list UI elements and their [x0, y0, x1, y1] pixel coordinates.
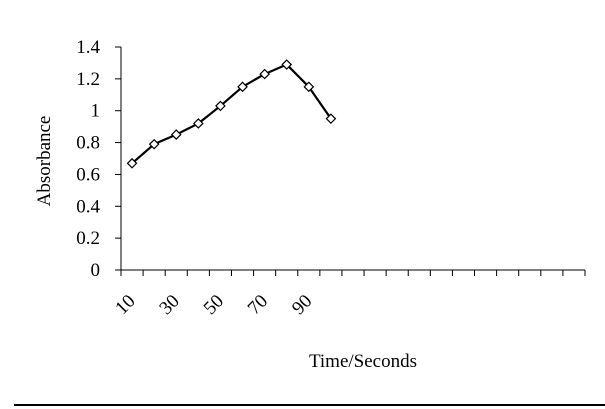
- y-tick-label: 0: [91, 260, 101, 281]
- series-line: [131, 63, 332, 165]
- y-tick-label: 1: [91, 101, 101, 122]
- series-absorbance: [126, 59, 337, 169]
- data-point: [281, 59, 293, 70]
- y-axis: 0 0.2 0.4 0.6 0.8 1 1.2 1.4: [76, 37, 122, 281]
- x-tick-label: 30: [155, 291, 183, 319]
- y-tick-label: 1.2: [76, 69, 100, 90]
- data-point: [192, 118, 204, 129]
- data-point: [170, 129, 182, 140]
- data-point: [148, 138, 160, 150]
- data-point: [215, 100, 226, 112]
- y-tick-label: 0.2: [76, 228, 100, 249]
- x-tick-label: 10: [111, 291, 139, 319]
- data-point: [303, 81, 315, 93]
- y-tick-label: 0.4: [76, 196, 100, 217]
- bottom-rule: [14, 404, 605, 406]
- x-axis: 10 30 50 70 90: [111, 269, 586, 319]
- data-point: [259, 68, 270, 80]
- data-point: [126, 157, 138, 169]
- data-point: [237, 81, 248, 93]
- x-tick-label: 50: [200, 291, 228, 319]
- x-tick-label: 90: [288, 291, 316, 319]
- data-point: [325, 113, 337, 125]
- y-tick-label: 0.8: [76, 133, 100, 154]
- x-tick-label: 70: [244, 291, 272, 319]
- y-tick-label: 0.6: [76, 164, 100, 185]
- y-axis-title: Absorbance: [34, 116, 55, 207]
- x-axis-title: Time/Seconds: [309, 351, 417, 372]
- y-tick-label: 1.4: [76, 37, 100, 58]
